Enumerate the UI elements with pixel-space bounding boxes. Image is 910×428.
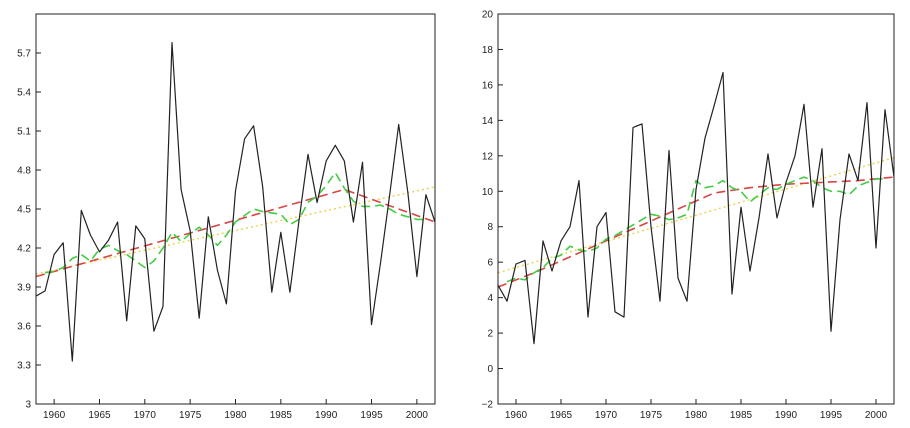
- right-series-3-line: [498, 156, 894, 274]
- right-chart-panel: 1960 1965 1970 1975 1980 1985 1990 1995 2000 −2 0 2…: [482, 10, 895, 421]
- left-x-tick-label: 2000: [406, 410, 429, 421]
- left-x-tick-label: 1975: [179, 410, 202, 421]
- left-y-tick-label: 5.4: [17, 88, 31, 99]
- right-y-tick-label: 10: [482, 187, 494, 198]
- right-x-tick-label: 1995: [820, 410, 843, 421]
- left-y-tick-label: 5.1: [17, 127, 31, 138]
- right-x-tick-label: 1960: [505, 410, 528, 421]
- right-y-tick-label: 18: [482, 45, 494, 56]
- right-series-2-line: [498, 176, 894, 288]
- right-y-tick-label: 6: [487, 258, 493, 269]
- right-series-0-line: [498, 71, 894, 345]
- right-y-tick-label: 2: [487, 329, 493, 340]
- left-y-tick-label: 3.3: [17, 361, 31, 372]
- right-x-tick-label: 2000: [865, 410, 888, 421]
- right-series-1-line: [506, 176, 885, 283]
- left-chart-panel: 1960 1965 1970 1975 1980 1985 1990 1995 2000 3 3.3…: [17, 13, 436, 421]
- left-x-tick-label: 1995: [360, 410, 383, 421]
- left-series-0-line: [36, 41, 435, 362]
- left-y-tick-label: 3.6: [17, 322, 31, 333]
- left-series-2-line: [36, 188, 435, 278]
- left-y-tick-label: 4.2: [17, 244, 31, 255]
- right-y-tick-label: 0: [487, 364, 493, 375]
- right-y-tick-label: 20: [482, 10, 494, 21]
- right-y-tick-label: 8: [487, 222, 493, 233]
- right-x-tick-label: 1990: [775, 410, 798, 421]
- right-x-tick-label: 1965: [550, 410, 573, 421]
- left-series-3-line: [36, 186, 435, 275]
- right-x-tick-label: 1980: [685, 410, 708, 421]
- left-y-tick-label: 4.8: [17, 166, 31, 177]
- right-y-tick-label: 16: [482, 80, 494, 91]
- left-x-tick-label: 1980: [224, 410, 247, 421]
- left-y-tick-label: 3.9: [17, 283, 31, 294]
- right-x-tick-label: 1985: [730, 410, 753, 421]
- left-series-1-line: [44, 171, 426, 274]
- left-x-tick-label: 1985: [270, 410, 293, 421]
- right-x-tick-label: 1970: [595, 410, 618, 421]
- right-y-tick-label: 4: [487, 293, 493, 304]
- left-y-tick-label: 4.5: [17, 205, 31, 216]
- right-y-tick-label: 12: [482, 151, 494, 162]
- left-x-tick-label: 1965: [88, 410, 111, 421]
- left-x-tick-label: 1960: [43, 410, 66, 421]
- left-x-tick-label: 1970: [134, 410, 157, 421]
- right-plot-frame: [497, 13, 895, 405]
- right-y-tick-label: 14: [482, 116, 494, 127]
- left-y-tick-label: 3: [25, 400, 31, 411]
- left-x-tick-label: 1990: [315, 410, 338, 421]
- right-y-tick-label: −2: [482, 400, 494, 411]
- left-y-tick-label: 5.7: [17, 49, 31, 60]
- right-x-tick-label: 1975: [640, 410, 663, 421]
- left-plot-frame: [35, 13, 436, 405]
- left-series-group: [36, 41, 435, 362]
- right-series-group: [498, 71, 894, 345]
